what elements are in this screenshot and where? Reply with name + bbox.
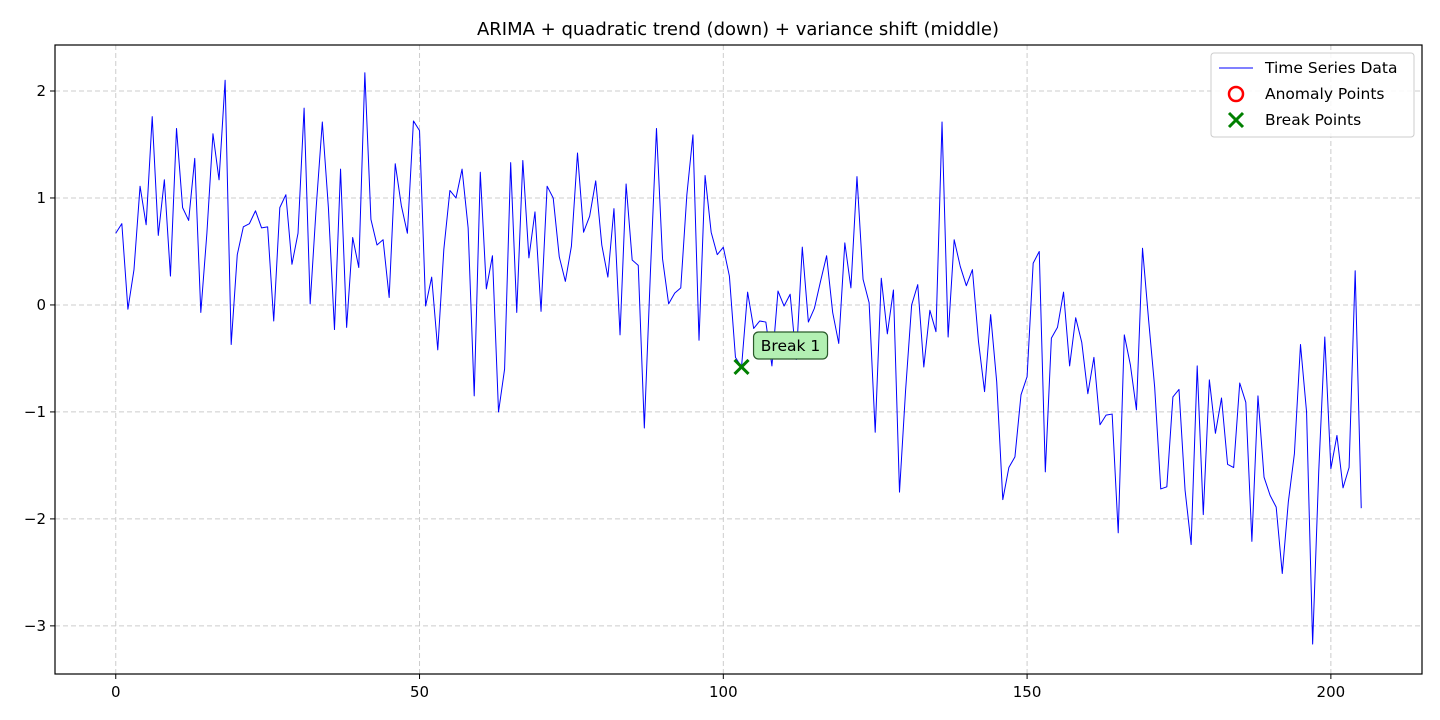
axes-frame [54,44,1423,675]
legend-label: Anomaly Points [1265,85,1384,103]
x-tick-label: 150 [1013,683,1042,701]
y-tick-label: −2 [24,510,46,528]
axis-ticks: 0 50 100 150 200 −3 −2 −1 0 1 2 [24,82,1345,701]
break-annotation-label: Break 1 [761,337,820,355]
x-tick-label: 100 [709,683,738,701]
grid [55,45,1422,674]
y-tick-label: −3 [24,617,46,635]
chart-title: ARIMA + quadratic trend (down) + varianc… [477,19,999,40]
y-tick-label: 2 [36,82,46,100]
break-marker-stroke [733,358,750,376]
y-tick-label: −1 [24,403,46,421]
break-layer: Break 1 [733,331,829,376]
legend-label: Time Series Data [1264,59,1397,77]
x-tick-label: 50 [410,683,429,701]
legend: Time Series Data Anomaly Points Break Poin… [1210,52,1415,138]
x-tick-label: 200 [1317,683,1346,701]
break-marker [733,358,750,376]
legend-label: Break Points [1265,111,1361,129]
legend-box [1210,52,1415,138]
x-tick-label: 0 [111,683,121,701]
legend-anomaly-swatch [1227,85,1245,103]
legend-break-swatch [1227,111,1245,129]
y-tick-label: 0 [36,296,46,314]
y-tick-label: 1 [36,189,46,207]
break-annotation-box [752,331,829,360]
